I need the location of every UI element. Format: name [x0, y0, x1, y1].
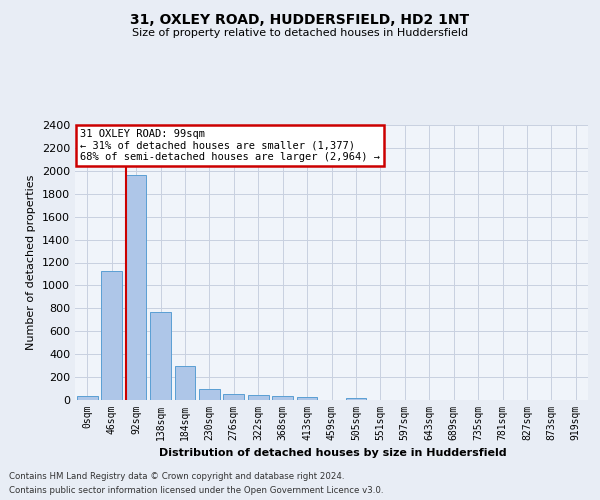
Text: 31, OXLEY ROAD, HUDDERSFIELD, HD2 1NT: 31, OXLEY ROAD, HUDDERSFIELD, HD2 1NT: [130, 12, 470, 26]
Text: 31 OXLEY ROAD: 99sqm
← 31% of detached houses are smaller (1,377)
68% of semi-de: 31 OXLEY ROAD: 99sqm ← 31% of detached h…: [80, 129, 380, 162]
Bar: [77, 396, 98, 400]
Bar: [199, 388, 220, 400]
Bar: [346, 398, 367, 400]
Bar: [272, 396, 293, 400]
Bar: [296, 397, 317, 400]
Text: Distribution of detached houses by size in Huddersfield: Distribution of detached houses by size …: [159, 448, 507, 458]
Text: Contains public sector information licensed under the Open Government Licence v3: Contains public sector information licen…: [9, 486, 383, 495]
Bar: [125, 176, 146, 400]
Y-axis label: Number of detached properties: Number of detached properties: [26, 175, 37, 350]
Bar: [101, 270, 122, 400]
Bar: [248, 395, 269, 400]
Bar: [223, 394, 244, 400]
Bar: [150, 312, 171, 400]
Text: Contains HM Land Registry data © Crown copyright and database right 2024.: Contains HM Land Registry data © Crown c…: [9, 472, 344, 481]
Bar: [175, 366, 196, 400]
Text: Size of property relative to detached houses in Huddersfield: Size of property relative to detached ho…: [132, 28, 468, 38]
